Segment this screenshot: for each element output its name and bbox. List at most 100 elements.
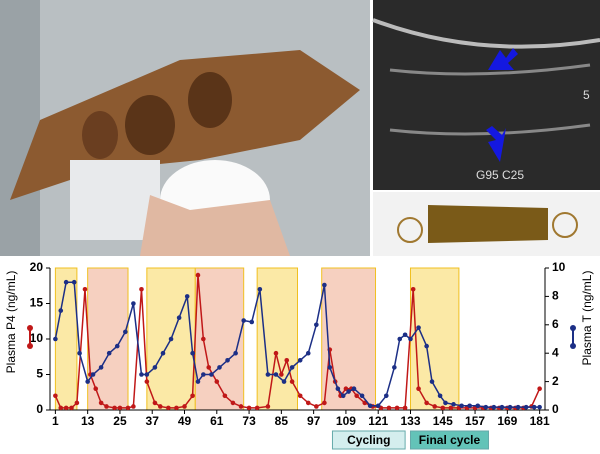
data-point: [106, 350, 112, 356]
data-point: [195, 379, 201, 384]
data-point: [71, 279, 77, 285]
y-tick-label: 5: [36, 367, 43, 381]
data-point: [182, 404, 187, 409]
data-point: [104, 404, 109, 409]
data-point: [90, 372, 96, 377]
data-point: [424, 343, 429, 349]
data-point: [139, 287, 144, 292]
data-point: [322, 400, 327, 406]
data-point: [201, 372, 206, 377]
data-point: [467, 403, 472, 409]
data-point: [335, 386, 341, 392]
data-point: [432, 404, 438, 409]
ultrasound-image: G95 C25 5: [372, 0, 600, 190]
data-point: [217, 365, 222, 370]
data-point: [273, 372, 279, 377]
data-point: [375, 403, 381, 409]
annotation-label: Cycling: [347, 433, 390, 447]
data-point: [531, 404, 537, 410]
data-point: [214, 379, 220, 384]
data-point: [297, 393, 303, 399]
data-point: [305, 350, 311, 356]
data-point: [174, 405, 179, 411]
x-tick-label: 73: [242, 414, 256, 428]
data-point: [523, 404, 529, 410]
x-tick-label: 145: [433, 414, 453, 428]
data-point: [429, 379, 435, 384]
annotation-box: [409, 430, 490, 450]
data-point: [354, 393, 359, 399]
data-point: [257, 287, 263, 292]
data-point: [402, 332, 408, 338]
data-point: [340, 393, 346, 399]
data-point: [114, 343, 120, 349]
legend-key: [27, 325, 33, 331]
annotation-label: Final cycle: [419, 433, 481, 447]
data-point: [82, 287, 88, 292]
data-point: [424, 400, 429, 406]
data-point: [131, 404, 136, 409]
data-point: [249, 319, 255, 325]
data-point: [117, 405, 123, 411]
data-point: [58, 308, 64, 313]
data-point: [537, 404, 542, 410]
data-point: [63, 279, 69, 285]
x-tick-label: 121: [368, 414, 388, 428]
data-point: [241, 318, 246, 323]
y2-tick-label: 0: [552, 402, 559, 416]
data-point: [144, 372, 150, 377]
data-point: [392, 365, 397, 370]
data-point: [281, 379, 287, 384]
data-point: [265, 404, 271, 409]
data-point: [402, 405, 408, 411]
y2-tick-label: 8: [552, 289, 559, 303]
data-point: [475, 403, 481, 409]
data-point: [63, 405, 69, 411]
data-point: [289, 379, 295, 384]
y-axis-label: Plasma P4 (ng/mL): [4, 271, 18, 374]
data-point: [507, 404, 513, 410]
legend-key: [27, 343, 33, 349]
y2-tick-label: 2: [552, 374, 559, 388]
data-point: [53, 336, 58, 342]
data-point: [394, 405, 400, 411]
y2-tick-label: 4: [552, 345, 559, 359]
data-point: [451, 402, 456, 407]
data-point: [201, 336, 206, 342]
data-point: [448, 405, 454, 411]
data-point: [77, 350, 82, 356]
data-point: [209, 372, 214, 377]
data-point: [346, 389, 351, 394]
data-point: [416, 325, 421, 330]
data-point: [195, 272, 201, 278]
data-point: [85, 379, 90, 384]
data-point: [144, 379, 150, 384]
image-label: 5: [583, 88, 590, 102]
x-tick-label: 61: [210, 414, 224, 428]
data-point: [152, 365, 158, 370]
data-point: [273, 350, 279, 356]
data-point: [483, 404, 489, 410]
data-point: [131, 301, 136, 306]
data-point: [112, 405, 117, 411]
data-point: [362, 400, 368, 406]
y-tick-label: 20: [30, 260, 44, 274]
data-point: [491, 404, 497, 410]
annotation-box: [331, 430, 406, 450]
data-point: [125, 405, 131, 411]
data-point: [222, 393, 228, 399]
data-point: [305, 400, 311, 406]
data-point: [58, 405, 64, 411]
x-tick-label: 37: [146, 414, 160, 428]
y2-tick-label: 6: [552, 317, 559, 331]
phase-region: [54, 267, 78, 411]
data-point: [166, 405, 171, 411]
data-point: [284, 358, 290, 363]
data-point: [69, 405, 74, 411]
data-point: [184, 294, 190, 299]
data-point: [74, 400, 80, 406]
data-point: [53, 393, 58, 399]
data-point: [537, 386, 542, 392]
data-point: [359, 393, 365, 399]
